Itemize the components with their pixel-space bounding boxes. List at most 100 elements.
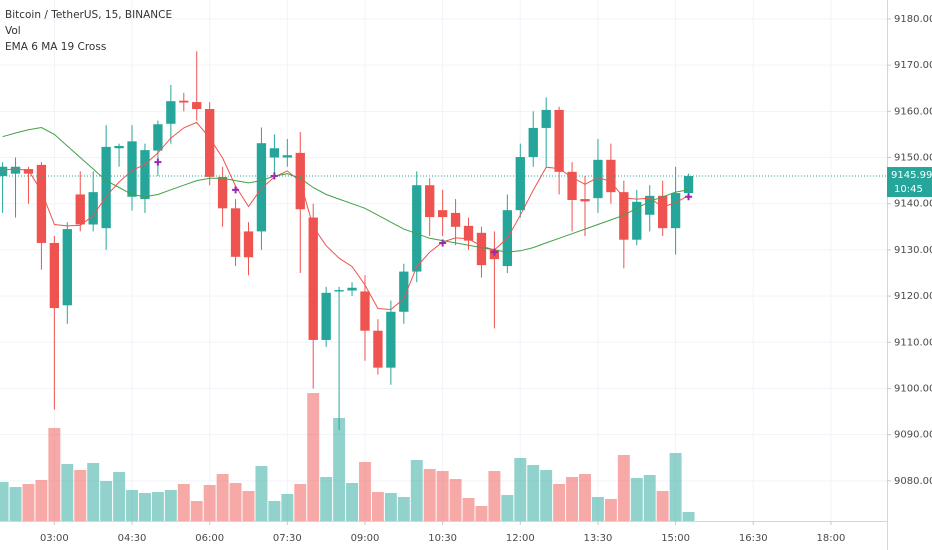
volume-bar [307, 393, 320, 521]
candle-body [593, 159, 603, 199]
cross-marker [685, 193, 693, 201]
x-tick-label: 13:30 [584, 533, 613, 544]
candle-body [632, 201, 642, 240]
candle-body [127, 141, 137, 197]
volume-bar [22, 484, 35, 521]
candle-body [217, 176, 228, 209]
volume-bar [255, 466, 268, 521]
volume-bar [604, 499, 617, 521]
candle-body [153, 124, 163, 151]
volume-bar [566, 477, 579, 521]
volume-bar [126, 490, 138, 521]
overlay-line [2, 121, 689, 311]
volume-bar [384, 493, 397, 521]
last-price-tag [887, 167, 932, 198]
candle-body [205, 109, 215, 177]
volume-bar [488, 471, 501, 521]
volume-bar [630, 478, 643, 521]
cross-marker [154, 158, 162, 166]
volume-bar [553, 484, 566, 521]
candle-body [399, 271, 409, 312]
volume-bar [9, 487, 22, 521]
y-tick-label: 9090.00 [894, 430, 932, 441]
volume-bar [74, 470, 87, 521]
candle-body [463, 225, 474, 241]
candle-body [269, 148, 280, 158]
volume-bar [229, 483, 242, 521]
candle-body [75, 194, 85, 225]
candle-body [49, 242, 60, 309]
axes-layer: 9080.00 9090.00 9100.00 9110.00 9120.00 9130.… [40, 14, 932, 544]
volume-bar [87, 463, 100, 521]
candle-body [567, 171, 577, 200]
volume-bar [0, 482, 9, 521]
volume-bar [216, 474, 229, 521]
volume-bar [242, 491, 255, 521]
y-tick-label: 9100.00 [894, 383, 932, 394]
candle-body [88, 192, 98, 225]
candle-body [606, 159, 616, 193]
candle-body [373, 330, 383, 368]
candle-body [192, 102, 202, 110]
volume-bar [100, 481, 113, 521]
volume-bar [113, 472, 126, 521]
cross-marker [232, 186, 240, 194]
candle-body [658, 195, 668, 229]
candle-body [256, 143, 267, 232]
volume-bar [410, 460, 423, 521]
candle-body [437, 210, 448, 218]
candle-body [140, 150, 150, 200]
chart-title: Bitcoin / TetherUS, 15, BINANCE [5, 9, 172, 21]
candle-body [166, 101, 176, 124]
candle-body [476, 232, 487, 266]
indicator-label: EMA 6 MA 19 Cross [5, 41, 106, 53]
y-tick-label: 9130.00 [894, 245, 932, 256]
candle-body [243, 231, 254, 258]
volume-bar [669, 453, 682, 521]
candle-body [321, 292, 331, 340]
volume-bar [423, 469, 436, 521]
x-tick-label: 04:30 [118, 533, 147, 544]
candle-body [334, 290, 344, 292]
y-tick-label: 9180.00 [894, 14, 932, 25]
candle-body [554, 109, 564, 172]
volume-bar [579, 474, 591, 521]
volume-bar [48, 428, 61, 521]
volume-bar [35, 480, 48, 521]
countdown-label: 10:45 [894, 184, 923, 195]
overlay-line [2, 126, 689, 253]
candle-body [386, 311, 396, 368]
volume-bar [617, 455, 630, 521]
volume-bar [527, 465, 540, 521]
candle-body [541, 109, 551, 128]
x-tick-label: 03:00 [40, 533, 69, 544]
y-tick-label: 9120.00 [894, 291, 932, 302]
volume-bar [514, 458, 527, 521]
candle-body [23, 169, 34, 174]
volume-bar [540, 470, 553, 521]
indicator-label: Vol [5, 25, 21, 37]
candle-body [179, 100, 189, 103]
volume-bar [501, 495, 514, 521]
candle-body [308, 217, 318, 340]
volume-bar [294, 484, 307, 521]
y-tick-label: 9160.00 [894, 106, 932, 117]
x-tick-label: 15:00 [661, 533, 690, 544]
volume-bar [190, 501, 203, 521]
plot-layer [0, 51, 887, 431]
y-tick-label: 9140.00 [894, 199, 932, 210]
x-tick-label: 12:00 [506, 533, 535, 544]
candle-body [619, 192, 629, 240]
x-tick-label: 07:30 [273, 533, 302, 544]
volume-bar [177, 484, 190, 521]
volume-bar [643, 475, 656, 521]
volume-bar [359, 462, 371, 521]
volume-bar [164, 490, 177, 521]
x-tick-label: 09:00 [351, 533, 380, 544]
volume-bar [682, 512, 695, 521]
candle-body [10, 166, 21, 174]
volume-bar [281, 494, 294, 521]
volume-bar [320, 477, 333, 521]
candle-body [412, 185, 422, 272]
y-tick-label: 9150.00 [894, 153, 932, 164]
